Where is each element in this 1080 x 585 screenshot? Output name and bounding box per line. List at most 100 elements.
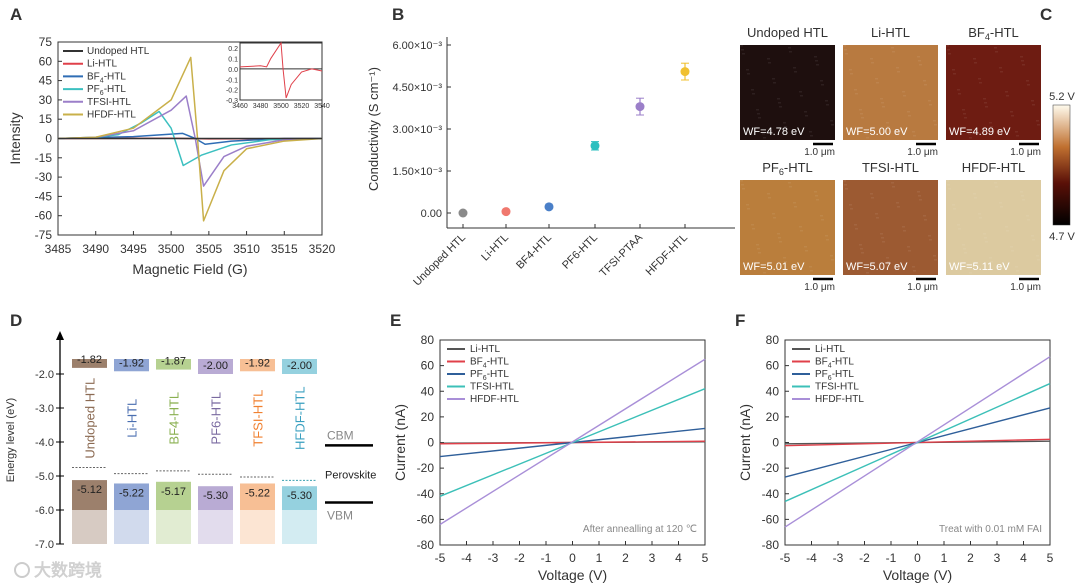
texture (902, 91, 905, 93)
panel-d-energy-diagram: -2.0 -3.0 -4.0 -5.0 -6.0 -7.0 Energy level (eV… (5, 331, 376, 551)
texture (953, 208, 956, 210)
work-function-label: WF=5.07 eV (846, 261, 908, 273)
texture (849, 69, 852, 71)
legend-label: HFDF-HTL (470, 394, 519, 405)
legend-label-sub: 6 (483, 375, 487, 382)
texture (984, 237, 987, 239)
texture (962, 244, 965, 246)
texture (924, 84, 927, 86)
y-tick-label: 15 (39, 112, 53, 126)
texture (767, 58, 770, 60)
legend-label-sub: 6 (100, 90, 104, 97)
texture (814, 191, 817, 193)
panel-c-label: C (1040, 5, 1052, 24)
texture (758, 252, 761, 254)
texture (1032, 239, 1035, 241)
texture (897, 71, 900, 73)
image-title-main: PF (762, 160, 779, 175)
surface-potential-map (946, 180, 1041, 275)
data-point (680, 67, 690, 77)
y-tick-label: 40 (766, 384, 780, 398)
texture (896, 67, 899, 69)
legend-label-rest: -HTL (487, 357, 510, 368)
texture (934, 124, 937, 126)
htl-label: PF6-HTL (209, 392, 224, 445)
texture (891, 182, 894, 184)
legend-label: Undoped HTL (87, 46, 150, 57)
x-tick-label: 5 (1047, 551, 1054, 565)
texture (1027, 84, 1030, 86)
texture (793, 67, 796, 69)
texture (947, 184, 950, 186)
vbm-bar-fade (282, 510, 317, 544)
inset-x-tick-label: 3540 (314, 103, 330, 110)
kpfm-image: HFDF-HTL WF=5.11 eV1.0 μm (946, 160, 1041, 293)
texture (968, 133, 971, 135)
texture (860, 248, 863, 250)
legend-label: TFSI-HTL (87, 97, 131, 108)
legend-label-rest: -HTL (832, 357, 855, 368)
texture (741, 184, 744, 186)
texture (1026, 80, 1029, 82)
y-tick-label: -75 (35, 228, 53, 242)
texture (799, 226, 802, 228)
work-function-label: WF=5.11 eV (949, 261, 1010, 273)
panel-a-epr-chart: 3485 3490 3495 3500 3505 3510 3515 352075604530… (7, 35, 336, 277)
texture (891, 47, 894, 49)
texture (784, 126, 787, 128)
y-tick-label: -60 (35, 209, 53, 223)
texture (1022, 199, 1025, 201)
texture (880, 98, 883, 100)
inset-y-tick-label: 0.2 (228, 46, 238, 53)
texture (912, 266, 915, 268)
inset-x-tick-label: 3520 (294, 103, 310, 110)
data-point (590, 141, 600, 151)
texture (886, 257, 889, 259)
legend-label: TFSI-HTL (815, 382, 859, 393)
cbm-label: CBM (327, 428, 354, 442)
htl-label: HFDF-HTL (293, 386, 308, 450)
y-tick-label: 30 (39, 93, 53, 107)
texture (783, 257, 786, 259)
texture (1027, 219, 1030, 221)
kpfm-image: WF=4.89 eV 1.0 μm (946, 45, 1041, 158)
texture (820, 215, 823, 217)
panel-e-iv-chart: -5 -4 -3 -2 -1 0 1 2 3 4 5 80 60 40 20 0 -20 -40 -60 -80 Vol… (392, 333, 709, 583)
texture (768, 62, 771, 64)
texture (778, 102, 781, 104)
watermark-text: 大数跨境 (34, 560, 102, 580)
texture (844, 49, 847, 51)
y-tick-label: 60 (421, 359, 435, 373)
texture (876, 217, 879, 219)
texture (783, 122, 786, 124)
texture (777, 98, 780, 100)
cbm-bar (72, 359, 107, 368)
texture (1037, 259, 1040, 261)
y-tick-label: -4.0 (35, 437, 54, 449)
data-point (458, 208, 468, 218)
legend-label-rest: -HTL (487, 369, 510, 380)
texture (886, 122, 889, 124)
texture (779, 241, 782, 243)
texture (985, 106, 988, 108)
image-title-rest: -HTL (990, 25, 1019, 40)
texture (788, 47, 791, 49)
legend-label-sub: 4 (828, 363, 832, 370)
x-tick-label: 1 (941, 551, 948, 565)
texture (979, 82, 982, 84)
watermark-logo: 大数跨境 (14, 560, 102, 580)
y-tick-label: 1.50×10⁻³ (392, 166, 442, 178)
image-title: TFSI-HTL (862, 160, 919, 175)
watermark-icon (14, 562, 30, 578)
texture (882, 241, 885, 243)
scale-bar-label: 1.0 μm (804, 282, 835, 293)
texture (989, 257, 992, 259)
texture (969, 272, 972, 274)
texture (962, 109, 965, 111)
legend-label-rest: -HTL (104, 84, 127, 95)
texture (1010, 246, 1013, 248)
texture (1020, 191, 1023, 193)
texture (816, 64, 819, 66)
x-tick-label: 3 (649, 551, 656, 565)
texture (830, 255, 833, 257)
